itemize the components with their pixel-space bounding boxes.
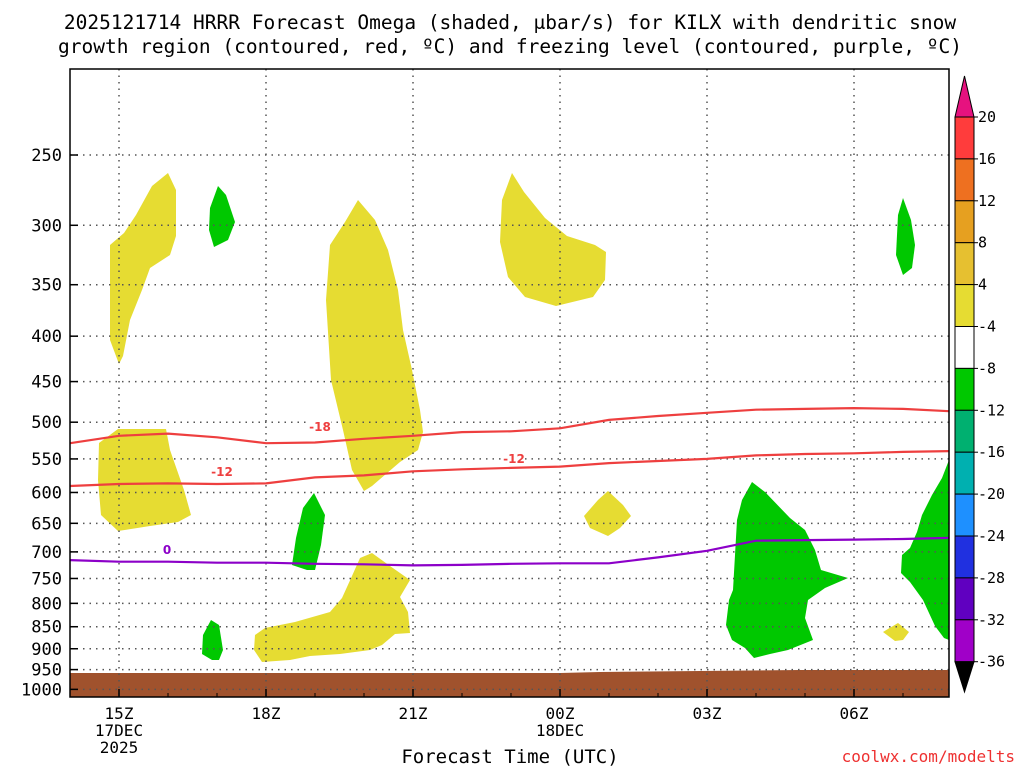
y-tick-label: 600 — [31, 483, 62, 503]
y-tick-label: 950 — [31, 661, 62, 681]
chart-title-line2: growth region (contoured, red, ºC) and f… — [58, 35, 962, 58]
omega-region-green-6 — [202, 620, 223, 660]
colorbar-label: -36 — [978, 653, 1005, 671]
colorbar-label: -4 — [978, 318, 996, 336]
colorbar-label: -16 — [978, 443, 1005, 461]
x-tick-label: 18Z — [252, 704, 281, 723]
omega-region-yellow-1 — [110, 173, 176, 364]
x-tick-date: 18DEC — [536, 721, 584, 740]
y-tick-label: 400 — [31, 327, 62, 347]
colorbar-swatch — [954, 367, 975, 411]
y-tick-label: 700 — [31, 543, 62, 563]
colorbar-swatch — [954, 451, 975, 495]
contour-label-minus12-b: -12 — [503, 452, 525, 466]
omega-region-yellow-2 — [326, 200, 423, 491]
omega-region-yellow-5 — [584, 491, 631, 536]
colorbar-bottom-arrow — [954, 661, 975, 694]
y-axis: 2503003504004505005506006507007508008509… — [21, 146, 78, 700]
y-tick-label: 650 — [31, 514, 62, 534]
x-tick-label: 15Z — [105, 704, 134, 723]
contour-lines — [69, 406, 950, 567]
colorbar-swatch — [954, 535, 975, 579]
colorbar-label: -20 — [978, 485, 1005, 503]
contour-line-freezing — [69, 536, 950, 567]
colorbar-swatch — [954, 158, 975, 202]
omega-region-green-3 — [292, 493, 325, 570]
credit-text: coolwx.com/modelts — [842, 747, 1015, 766]
omega-region-yellow-6 — [254, 553, 410, 662]
y-tick-label: 800 — [31, 594, 62, 614]
omega-region-yellow-4 — [98, 429, 191, 531]
colorbar-label: -8 — [978, 359, 996, 377]
contour-label-minus18: -18 — [309, 420, 331, 434]
omega-region-green-1 — [209, 186, 235, 247]
contour-labels: -18 -12 -12 0 — [161, 419, 525, 557]
colorbar-label: -28 — [978, 569, 1005, 587]
omega-region-yellow-7 — [883, 623, 909, 641]
colorbar-label: -32 — [978, 611, 1005, 629]
colorbar-swatch — [954, 200, 975, 244]
y-tick-label: 900 — [31, 640, 62, 660]
x-tick-label: 03Z — [693, 704, 722, 723]
plot-area — [70, 69, 949, 697]
x-tick-label: 06Z — [840, 704, 869, 723]
chart-title-line1: 2025121714 HRRR Forecast Omega (shaded, … — [64, 11, 956, 34]
colorbar-label: 20 — [978, 108, 996, 126]
colorbar-swatch — [954, 116, 975, 160]
colorbar-swatch — [954, 577, 975, 621]
plot-frame — [69, 68, 950, 698]
colorbar-label: 4 — [978, 276, 987, 294]
x-tick-label: 00Z — [546, 704, 575, 723]
colorbar-swatch — [954, 409, 975, 453]
omega-region-green-2 — [896, 198, 915, 275]
y-tick-label: 250 — [31, 146, 62, 166]
x-tick-date: 17DEC — [95, 721, 143, 740]
y-tick-label: 500 — [31, 413, 62, 433]
y-tick-label: 450 — [31, 373, 62, 393]
colorbar: 20 16 12 8 4 -4 -8 -12 -16 -20 -24 -28 -32 -36 — [954, 75, 1005, 694]
omega-shading — [98, 173, 949, 662]
y-tick-label: 550 — [31, 450, 62, 470]
contour-line-dgz — [69, 450, 950, 488]
colorbar-label: -12 — [978, 401, 1005, 419]
colorbar-swatch — [954, 242, 975, 286]
y-tick-label: 1000 — [21, 680, 62, 700]
colorbar-swatch — [954, 326, 975, 369]
colorbar-label: 16 — [978, 150, 996, 168]
y-tick-label: 300 — [31, 216, 62, 236]
colorbar-swatch — [954, 493, 975, 537]
x-tick-label: 21Z — [399, 704, 428, 723]
colorbar-swatch — [954, 619, 975, 663]
x-tick-year: 2025 — [100, 738, 139, 757]
x-axis-title: Forecast Time (UTC) — [401, 746, 618, 768]
omega-region-yellow-3 — [500, 173, 606, 306]
y-tick-label: 750 — [31, 569, 62, 589]
contour-line-dgz — [69, 406, 950, 445]
colorbar-label: -24 — [978, 527, 1005, 545]
grid-lines — [70, 69, 949, 697]
y-tick-label: 350 — [31, 276, 62, 296]
terrain-ground — [70, 670, 949, 697]
colorbar-swatch — [954, 284, 975, 328]
omega-region-green-4 — [726, 482, 848, 658]
omega-region-green-5 — [901, 460, 949, 640]
colorbar-top-arrow — [954, 75, 975, 118]
colorbar-label: 12 — [978, 192, 996, 210]
contour-label-freezing: 0 — [163, 543, 171, 557]
y-tick-label: 850 — [31, 618, 62, 638]
contour-label-minus12-a: -12 — [211, 465, 233, 479]
colorbar-label: 8 — [978, 234, 987, 252]
